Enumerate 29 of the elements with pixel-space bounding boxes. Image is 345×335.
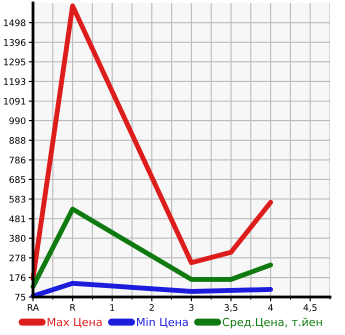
x-tick-label: 1 <box>110 304 114 311</box>
y-tick-label: 786 <box>10 156 26 164</box>
y-tick-label: 380 <box>10 234 26 242</box>
legend-label: Сред.Цена, т.йен <box>222 318 322 328</box>
y-tick-label: 1193 <box>4 78 26 86</box>
x-tick-label: 3 <box>189 304 194 311</box>
x-tick-label: 3,5 <box>224 304 238 312</box>
x-tick-label: RA <box>28 304 39 311</box>
y-tick-label: 990 <box>9 117 26 124</box>
y-tick-label: 481 <box>9 215 26 222</box>
legend-label: Max Цена <box>48 318 102 328</box>
line-series <box>30 3 274 281</box>
y-tick-label: 1498 <box>4 19 26 26</box>
y-tick-label: 278 <box>9 254 26 262</box>
y-tick-label: 583 <box>10 196 26 203</box>
line-series <box>30 280 274 298</box>
x-tick-label: 4 <box>268 304 273 311</box>
y-tick-label: 685 <box>9 176 26 183</box>
y-tick-label: 75 <box>15 294 26 301</box>
x-tick-label: 4,5 <box>303 304 317 312</box>
x-tick-label: 2 <box>150 304 154 311</box>
y-tick-label: 888 <box>9 136 26 144</box>
y-tick-label: 176 <box>10 274 26 282</box>
y-tick-label: 1091 <box>4 98 26 105</box>
x-tick-label: R <box>70 304 76 311</box>
y-tick-label: 1295 <box>4 58 26 66</box>
legend-label: Min Цена <box>137 318 188 328</box>
y-tick-label: 1396 <box>4 39 26 46</box>
line-series <box>30 206 274 290</box>
